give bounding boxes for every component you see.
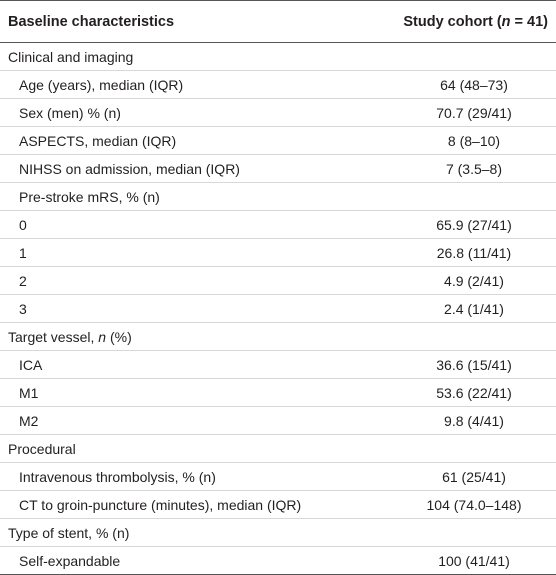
label-cell: CT to groin-puncture (minutes), median (… [0,490,370,519]
text-part: Study cohort ( [403,13,502,30]
text-part: = 41) [510,13,548,30]
label-cell: NIHSS on admission, median (IQR) [0,154,370,183]
header-row: Baseline characteristics Study cohort (n… [0,0,556,43]
value-cell: 7 (3.5–8) [370,154,556,183]
table-row: Type of stent, % (n) [0,518,556,547]
table-row: M2 9.8 (4/41) [0,406,556,435]
table-row: NIHSS on admission, median (IQR) 7 (3.5–8… [0,154,556,183]
label-cell: Sex (men) % (n) [0,98,370,127]
value-cell: 64 (48–73) [370,70,556,99]
value-cell: 4.9 (2/41) [370,266,556,295]
label-cell: Age (years), median (IQR) [0,70,370,99]
value-cell: 65.9 (27/41) [370,210,556,239]
table-row: ICA 36.6 (15/41) [0,350,556,379]
text-part: (%) [106,328,132,345]
header-cell: Study cohort (n = 41) [370,0,556,43]
label-cell: Pre-stroke mRS, % (n) [0,182,370,211]
text-part: Target vessel, [8,328,99,345]
table-row: ASPECTS, median (IQR) 8 (8–10) [0,126,556,155]
value-cell: 104 (74.0–148) [370,490,556,519]
text-part: n [98,328,107,345]
value-cell: 100 (41/41) [370,546,556,575]
label-cell: ICA [0,350,370,379]
table-row: Procedural [0,434,556,463]
value-cell: 70.7 (29/41) [370,98,556,127]
value-cell: 36.6 (15/41) [370,350,556,379]
label-cell: Self-expandable [0,546,370,575]
value-cell: 61 (25/41) [370,462,556,491]
table-row: 3 2.4 (1/41) [0,294,556,323]
label-cell: 2 [0,266,370,295]
label-cell: 1 [0,238,370,267]
label-cell: M1 [0,378,370,407]
section-cell: Target vessel, n (%) [0,322,556,351]
table-row: Sex (men) % (n) 70.7 (29/41) [0,98,556,127]
table-header: Baseline characteristics Study cohort (n… [0,0,556,43]
section-cell: Procedural [0,434,556,463]
table-row: Target vessel, n (%) [0,322,556,351]
table-row: Pre-stroke mRS, % (n) [0,182,556,211]
value-cell: 53.6 (22/41) [370,378,556,407]
label-cell: 3 [0,294,370,323]
table-row: 2 4.9 (2/41) [0,266,556,295]
header-cell: Baseline characteristics [0,0,370,43]
table-row: Self-expandable 100 (41/41) [0,546,556,575]
label-cell: M2 [0,406,370,435]
table-row: Intravenous thrombolysis, % (n) 61 (25/41… [0,462,556,491]
value-cell: 26.8 (11/41) [370,238,556,267]
table-row: Age (years), median (IQR) 64 (48–73) [0,70,556,99]
section-cell: Clinical and imaging [0,42,556,71]
label-cell: Intravenous thrombolysis, % (n) [0,462,370,491]
table-row: Clinical and imaging [0,42,556,71]
value-cell: 9.8 (4/41) [370,406,556,435]
table-row: M1 53.6 (22/41) [0,378,556,407]
text-part: n [501,13,511,30]
value-cell [370,182,556,211]
label-cell: 0 [0,210,370,239]
label-cell: ASPECTS, median (IQR) [0,126,370,155]
table-row: 1 26.8 (11/41) [0,238,556,267]
value-cell: 2.4 (1/41) [370,294,556,323]
table-row: CT to groin-puncture (minutes), median (… [0,490,556,519]
value-cell: 8 (8–10) [370,126,556,155]
table-body: Clinical and imaging Age (years), median … [0,42,556,575]
table-row: 0 65.9 (27/41) [0,210,556,239]
section-cell: Type of stent, % (n) [0,518,556,547]
